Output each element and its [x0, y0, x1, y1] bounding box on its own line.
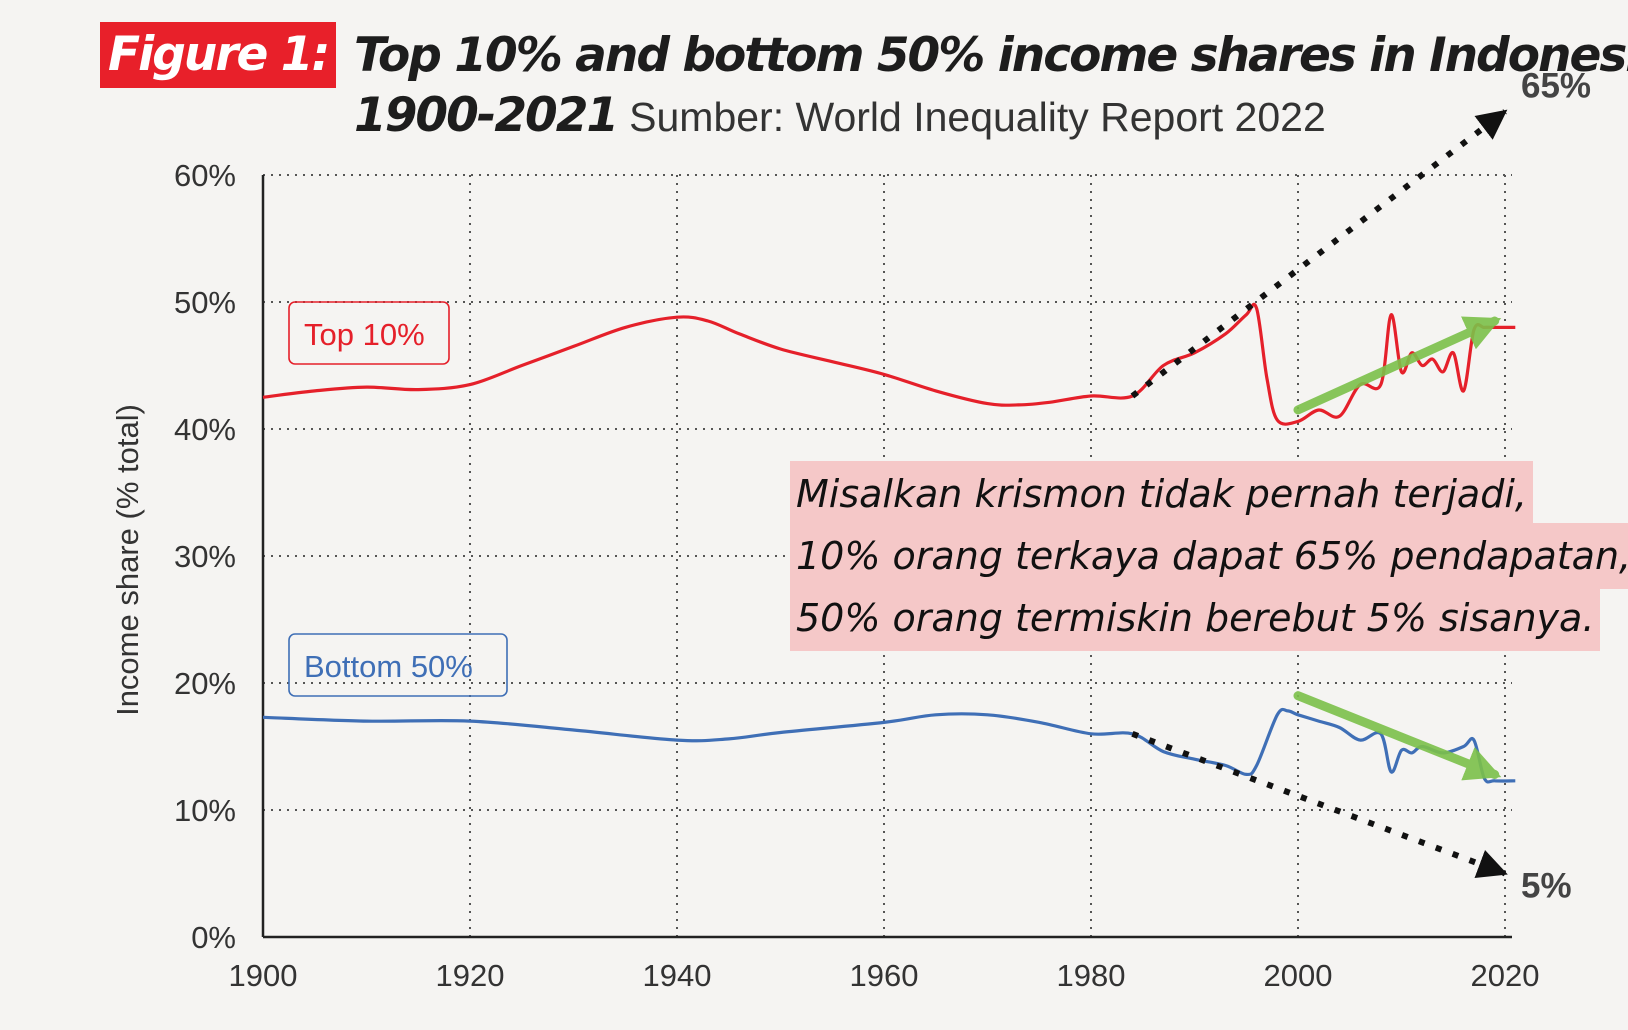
x-tick-label: 1920: [436, 958, 505, 993]
y-tick-label: 50%: [174, 285, 236, 320]
y-tick-label: 10%: [174, 793, 236, 828]
trend-arrow: [1293, 316, 1502, 415]
y-tick-label: 20%: [174, 666, 236, 701]
legend-box: [288, 633, 508, 697]
x-tick-label: 1940: [643, 958, 712, 993]
annotation-text-3: 50% orang termiskin berebut 5% sisanya.: [790, 585, 1601, 651]
figure-badge: Figure 1:: [100, 22, 337, 88]
legend-label: Bottom 50%: [304, 649, 473, 684]
series-line-top-10: [262, 302, 1516, 426]
legend: Top 10% Bottom 50%: [288, 301, 508, 697]
series-line-bottom-50: [262, 707, 1516, 784]
projection-label: 5%: [1521, 867, 1572, 906]
x-tick-label: 1980: [1057, 958, 1126, 993]
projection-arrow: [1131, 730, 1508, 879]
x-tick-label: 1900: [229, 958, 298, 993]
title-years: 1900-2021: [354, 88, 619, 143]
projection-label: 65%: [1521, 67, 1591, 106]
y-axis-label: Income share (% total): [110, 404, 145, 716]
x-tick-label: 2020: [1471, 958, 1540, 993]
projection-arrow: [1130, 109, 1508, 399]
annotation-line-3: 50% orang termiskin berebut 5% sisanya.: [790, 585, 1601, 651]
source-text: Sumber: World Inequality Report 2022: [629, 94, 1326, 140]
y-tick-label: 0%: [191, 920, 236, 955]
y-tick-label: 40%: [174, 412, 236, 447]
annotation-text-1: Misalkan krismon tidak pernah terjadi,: [790, 461, 1533, 527]
legend-label: Top 10%: [304, 317, 425, 352]
annotation-line-2: 10% orang terkaya dapat 65% pendapatan,: [790, 523, 1628, 589]
trend-arrow: [1293, 691, 1502, 781]
title-line-1: Top 10% and bottom 50% income shares in …: [354, 28, 1628, 83]
y-tick-label: 60%: [174, 158, 236, 193]
annotation-text-2: 10% orang terkaya dapat 65% pendapatan,: [790, 523, 1628, 589]
x-tick-label: 1960: [850, 958, 919, 993]
chart-title: Top 10% and bottom 50% income shares in …: [354, 26, 1628, 146]
x-tick-label: 2000: [1264, 958, 1333, 993]
axes: [261, 175, 1512, 939]
annotation-line-1: Misalkan krismon tidak pernah terjadi,: [790, 461, 1533, 527]
title-line-2: 1900-2021 Sumber: World Inequality Report…: [354, 86, 1534, 146]
tick-labels: 0% 10% 20% 30% 40% 50% 60% 1900 1920 1940 1960 1980…: [174, 158, 1540, 993]
y-tick-label: 30%: [174, 539, 236, 574]
legend-box: [288, 301, 450, 365]
projection-overlays: 65% 5%: [1130, 67, 1591, 906]
